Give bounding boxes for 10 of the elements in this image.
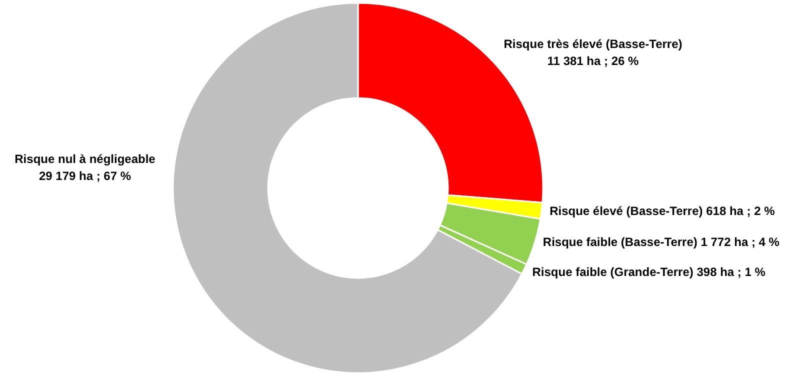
data-label: 11 381 ha ; 26 % — [547, 54, 640, 68]
slice-label: Risque faible (Basse-Terre) — [542, 235, 698, 250]
data-label: 618 ha ; 2 % — [706, 204, 775, 218]
slice-label: Risque faible (Grande-Terre) — [532, 265, 694, 280]
data-label: 29 179 ha ; 67 % — [38, 169, 132, 183]
slice-label: Risque nul à négligeable — [14, 152, 156, 166]
slice-label: Risque élevé (Basse-Terre) — [550, 204, 703, 218]
slice-label: Risque très élevé (Basse-Terre) — [504, 37, 682, 51]
data-label: 1 772 ha ; 4 % — [700, 235, 780, 250]
data-label: 398 ha ; 1 % — [696, 265, 766, 280]
